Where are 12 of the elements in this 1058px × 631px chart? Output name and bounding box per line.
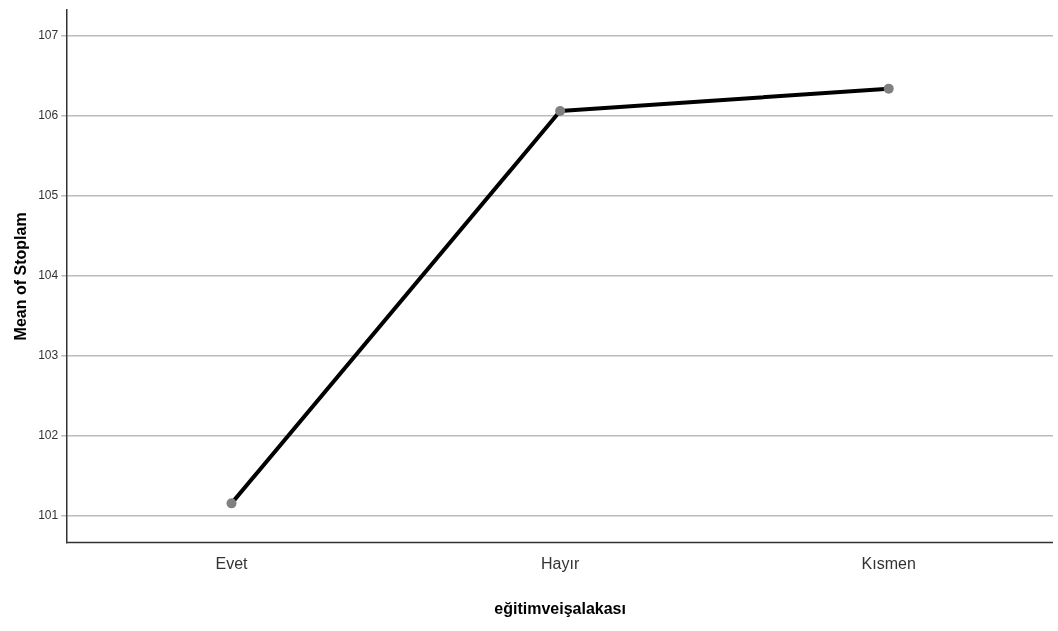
x-axis-title: eğitimveişalakası xyxy=(494,599,626,617)
y-tick-label: 104 xyxy=(38,268,59,283)
y-tick-label: 103 xyxy=(38,348,59,363)
y-tick-label: 101 xyxy=(38,508,59,523)
y-tick-label: 106 xyxy=(38,108,59,123)
x-tick-label: Evet xyxy=(215,554,249,572)
y-tick-label: 107 xyxy=(38,28,59,43)
y-axis-title: Mean of Stoplam xyxy=(12,212,30,341)
x-tick-label: Hayır xyxy=(540,554,580,572)
y-tick-label: 105 xyxy=(38,188,59,203)
x-tick-label: Kısmen xyxy=(861,554,916,572)
y-tick-label: 102 xyxy=(38,428,59,443)
